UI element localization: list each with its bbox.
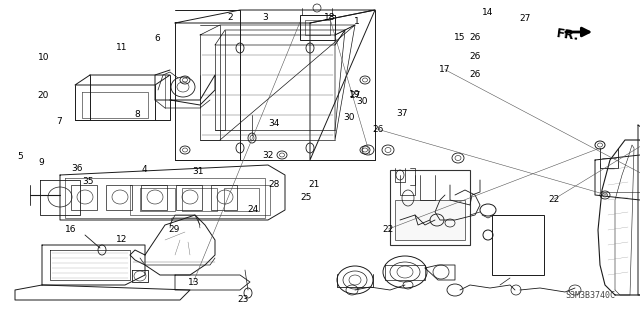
Text: 37: 37 <box>396 109 408 118</box>
Text: 29: 29 <box>168 225 180 234</box>
Text: 26: 26 <box>469 33 481 42</box>
Text: 25: 25 <box>300 193 312 202</box>
Text: 1: 1 <box>355 17 360 26</box>
Text: 16: 16 <box>65 225 76 234</box>
Text: 35: 35 <box>83 177 94 186</box>
Text: 3: 3 <box>263 13 268 22</box>
Text: 4: 4 <box>141 165 147 174</box>
Text: 30: 30 <box>356 97 367 106</box>
Text: FR.: FR. <box>555 27 580 43</box>
Text: 15: 15 <box>454 33 465 42</box>
Text: 17: 17 <box>439 65 451 74</box>
Bar <box>106 185 132 210</box>
Bar <box>492 215 544 275</box>
Text: 19: 19 <box>349 90 360 99</box>
Text: 12: 12 <box>116 235 127 244</box>
Bar <box>176 185 202 210</box>
Bar <box>182 188 217 211</box>
Bar <box>300 15 335 40</box>
Bar <box>141 185 167 210</box>
Text: 2: 2 <box>228 13 233 22</box>
Text: 20: 20 <box>38 91 49 100</box>
Text: S3M3B3740C: S3M3B3740C <box>565 291 615 300</box>
Bar <box>71 185 97 210</box>
Text: 24: 24 <box>247 205 259 214</box>
Text: 22: 22 <box>383 225 394 234</box>
Text: 32: 32 <box>262 151 273 160</box>
Bar <box>395 200 465 240</box>
Bar <box>211 185 237 210</box>
Text: 26: 26 <box>469 70 481 79</box>
Text: 10: 10 <box>38 53 49 62</box>
Text: 14: 14 <box>482 8 493 17</box>
Text: 27: 27 <box>349 91 360 100</box>
Text: 21: 21 <box>308 180 319 189</box>
Text: 31: 31 <box>193 167 204 176</box>
Text: 13: 13 <box>188 278 199 287</box>
Text: 22: 22 <box>548 195 559 204</box>
Text: 9: 9 <box>39 158 44 167</box>
Text: 26: 26 <box>469 52 481 61</box>
Text: 36: 36 <box>71 164 83 173</box>
Text: 11: 11 <box>116 43 127 52</box>
Text: 30: 30 <box>343 113 355 122</box>
Text: 34: 34 <box>268 119 280 128</box>
Text: 7: 7 <box>57 117 62 126</box>
Text: 6: 6 <box>154 34 159 43</box>
Text: 8: 8 <box>135 110 140 119</box>
Text: 27: 27 <box>519 14 531 23</box>
Bar <box>224 188 259 211</box>
Text: 5: 5 <box>18 152 23 161</box>
Text: 28: 28 <box>268 180 280 189</box>
Bar <box>140 188 175 211</box>
Text: 26: 26 <box>372 125 383 134</box>
Bar <box>305 20 330 35</box>
Bar <box>390 170 470 245</box>
Text: 18: 18 <box>324 13 335 22</box>
Text: 23: 23 <box>237 295 249 304</box>
